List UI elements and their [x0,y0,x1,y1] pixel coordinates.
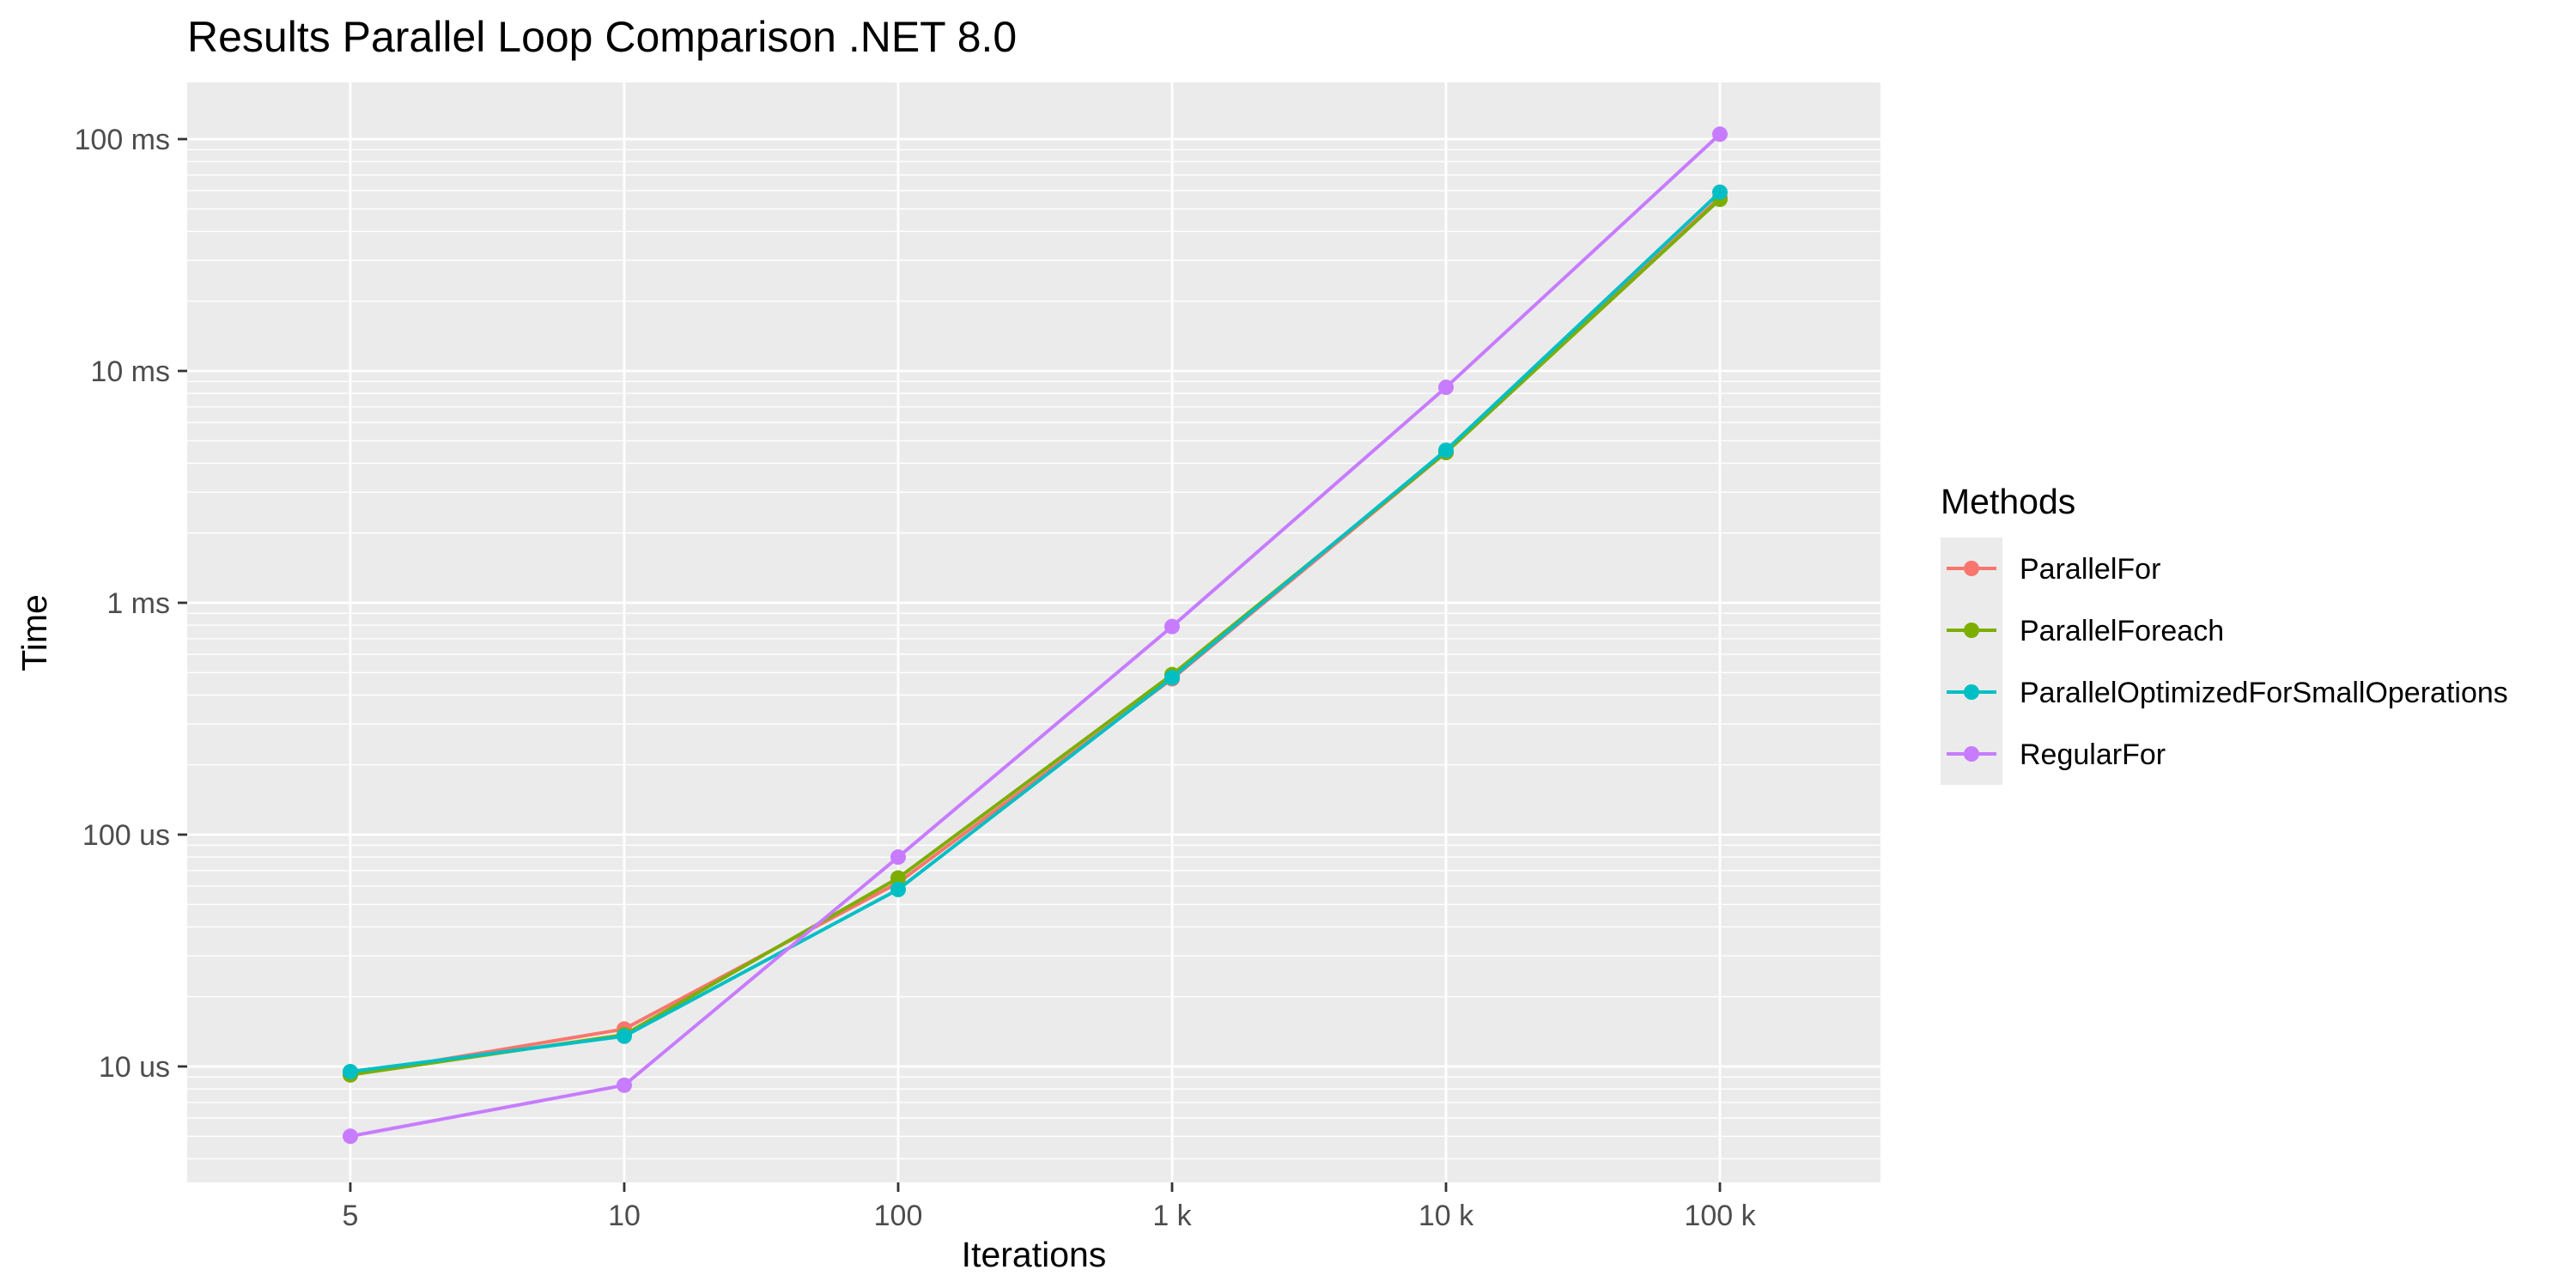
data-point [1712,126,1728,143]
data-point [343,1064,358,1080]
y-axis: 10 us 100 us 1 ms 10 ms 100 ms [75,124,187,1084]
x-tick-label: 10 [608,1200,641,1232]
x-tick-label: 5 [343,1200,359,1232]
data-point [890,849,906,866]
data-point [343,1128,358,1145]
legend-key-point [1964,684,1979,700]
y-tick-label: 100 ms [75,124,171,156]
y-tick-label: 1 ms [106,587,170,620]
x-tick-label: 100 [874,1200,923,1232]
legend-key-point [1964,623,1979,638]
series-layer [343,126,1728,1145]
y-axis-title: Time [15,594,54,671]
data-point [890,881,906,897]
x-tick-label: 10 k [1419,1200,1474,1232]
data-point [617,1077,632,1093]
chart-title: Results Parallel Loop Comparison .NET 8.… [187,13,1017,61]
grid-lines [187,82,1880,1182]
legend-key-background [1941,538,2002,785]
legend-label: RegularFor [2020,738,2166,771]
x-axis: 5 10 100 1 k 10 k 100 k [343,1182,1757,1232]
legend-label: ParallelForeach [2020,615,2224,647]
x-tick-label: 1 k [1152,1200,1192,1232]
data-point [1712,184,1728,200]
x-axis-title: Iterations [962,1235,1107,1274]
legend-key-point [1964,746,1979,762]
y-tick-label: 10 ms [90,355,170,388]
legend-label: ParallelFor [2020,553,2160,586]
legend-key-point [1964,561,1979,576]
data-point [617,1028,632,1044]
legend: Methods ParallelFor ParallelForeach Parall… [1941,482,2508,785]
legend-label: ParallelOptimizedForSmallOperations [2020,677,2508,709]
y-tick-label: 10 us [99,1051,170,1084]
x-tick-label: 100 k [1684,1200,1756,1232]
data-point [1164,618,1180,635]
data-point [1164,670,1180,686]
plot-panel [187,82,1880,1182]
data-point [1438,442,1454,459]
y-tick-label: 100 us [82,819,170,852]
data-point [1438,380,1454,396]
data-point [890,870,906,886]
series-line [349,191,1722,1073]
series-line [349,132,1722,1139]
legend-title: Methods [1941,482,2075,521]
